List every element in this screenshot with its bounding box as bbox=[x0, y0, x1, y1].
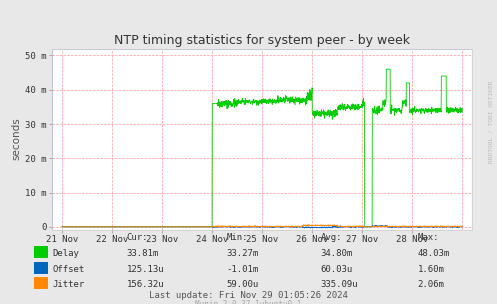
Text: 33.27m: 33.27m bbox=[226, 249, 258, 258]
Text: Max:: Max: bbox=[417, 233, 439, 242]
Text: 60.03u: 60.03u bbox=[321, 264, 353, 274]
Text: Munin 2.0.37-1ubuntu0.1: Munin 2.0.37-1ubuntu0.1 bbox=[195, 300, 302, 304]
Text: Last update: Fri Nov 29 01:05:26 2024: Last update: Fri Nov 29 01:05:26 2024 bbox=[149, 291, 348, 300]
Text: 156.32u: 156.32u bbox=[127, 280, 165, 289]
Text: RRDTOOL / TOBI OETIKER: RRDTOOL / TOBI OETIKER bbox=[489, 80, 494, 163]
Text: Min:: Min: bbox=[226, 233, 248, 242]
Text: 125.13u: 125.13u bbox=[127, 264, 165, 274]
Text: 1.60m: 1.60m bbox=[417, 264, 444, 274]
Text: 2.06m: 2.06m bbox=[417, 280, 444, 289]
Text: Delay: Delay bbox=[52, 249, 79, 258]
Y-axis label: seconds: seconds bbox=[11, 118, 21, 161]
Text: Jitter: Jitter bbox=[52, 280, 84, 289]
Text: 335.09u: 335.09u bbox=[321, 280, 358, 289]
Text: Offset: Offset bbox=[52, 264, 84, 274]
Text: Avg:: Avg: bbox=[321, 233, 342, 242]
Text: Cur:: Cur: bbox=[127, 233, 148, 242]
Text: 33.81m: 33.81m bbox=[127, 249, 159, 258]
Text: 48.03m: 48.03m bbox=[417, 249, 450, 258]
Text: -1.01m: -1.01m bbox=[226, 264, 258, 274]
Text: 59.00u: 59.00u bbox=[226, 280, 258, 289]
Text: 34.80m: 34.80m bbox=[321, 249, 353, 258]
Title: NTP timing statistics for system peer - by week: NTP timing statistics for system peer - … bbox=[114, 34, 410, 47]
